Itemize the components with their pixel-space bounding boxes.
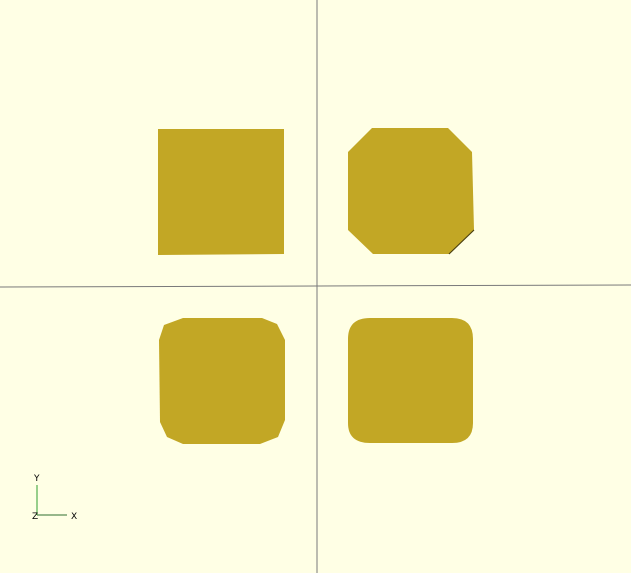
- shape-octagon-square-edge: [448, 229, 475, 255]
- axes-indicator-y-label: Y: [33, 474, 40, 484]
- shape-faceted-rounded-square[interactable]: [159, 318, 285, 444]
- x-axis-line: [0, 284, 631, 288]
- axes-indicator: Y X Z: [32, 474, 77, 522]
- axes-indicator-x-label: X: [71, 512, 77, 522]
- shape-rounded-square[interactable]: [348, 318, 473, 443]
- shape-octagon-square[interactable]: [348, 128, 474, 254]
- axes-indicator-z-label: Z: [32, 512, 38, 522]
- shape-square[interactable]: [158, 129, 284, 255]
